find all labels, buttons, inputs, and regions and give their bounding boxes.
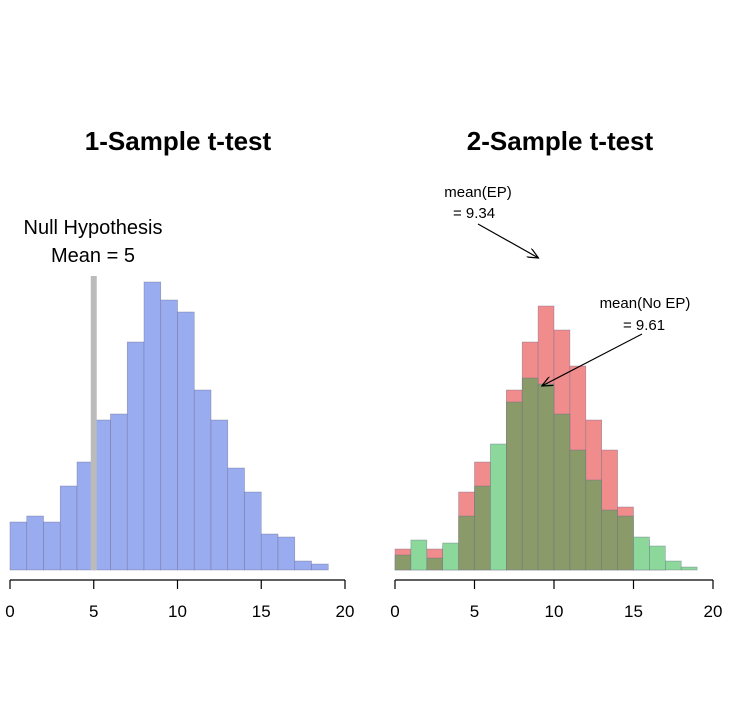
x-tick-label: 10 [545, 602, 564, 621]
histogram-bar [227, 467, 245, 571]
null-hypothesis-line [90, 276, 97, 570]
histogram-bar [43, 521, 61, 571]
histogram-bar [59, 485, 78, 571]
x-tick-label: 20 [704, 602, 723, 621]
histogram-bar [193, 389, 212, 571]
histogram-bar [210, 419, 229, 571]
chart-title: 2-Sample t-test [467, 126, 654, 156]
series-2-bar [537, 383, 555, 571]
histogram-bar [110, 413, 128, 571]
x-axis: 0 5 10 15 20 [5, 579, 355, 621]
histogram-bar [260, 533, 279, 571]
x-tick-label: 5 [470, 602, 479, 621]
x-tick-label: 15 [252, 602, 271, 621]
null-hypothesis-label: Null Hypothesis [24, 217, 163, 239]
histogram-bars-series-2 [394, 377, 698, 571]
histogram-bar [143, 281, 162, 571]
series-2-bar [410, 539, 428, 571]
series-2-bar [442, 542, 459, 571]
series-2-bar [569, 449, 587, 571]
chart-title: 1-Sample t-test [85, 126, 272, 156]
series-2-bar [585, 479, 602, 571]
histogram-bar [126, 341, 145, 571]
x-tick-label: 5 [89, 602, 98, 621]
series-2-bar [680, 566, 698, 571]
x-tick-label: 0 [390, 602, 399, 621]
x-axis: 0 5 10 15 20 [390, 579, 723, 621]
series-2-bar [649, 545, 666, 571]
histogram-bar [277, 536, 296, 571]
histogram-bars [9, 281, 329, 571]
histogram-bar [26, 515, 44, 571]
mean-noep-label: mean(No EP) [600, 295, 691, 312]
series-2-bar [490, 443, 507, 571]
series-2-bar [553, 413, 571, 571]
histogram-bar [244, 491, 262, 571]
null-hypothesis-mean-label: Mean = 5 [51, 245, 135, 267]
panel-one-sample: 1-Sample t-test Null Hypothesis Mean = 5… [5, 126, 354, 621]
mean-noep-arrow [542, 333, 643, 386]
series-2-bar [521, 377, 539, 571]
series-2-bar [633, 536, 650, 571]
series-2-bar [474, 485, 491, 571]
histogram-bar [311, 563, 329, 571]
histogram-bar [9, 521, 28, 571]
panel-two-sample: 2-Sample t-test mean(EP) = 9.34 mean(No … [390, 126, 722, 621]
mean-noep-value: = 9.61 [623, 317, 665, 334]
histogram-bar [160, 299, 178, 571]
x-tick-label: 10 [168, 602, 187, 621]
histogram-bar [177, 311, 195, 571]
histogram-bar [294, 560, 312, 571]
x-tick-label: 20 [336, 602, 355, 621]
mean-ep-value: = 9.34 [453, 205, 495, 222]
series-2-bar [426, 557, 443, 571]
series-2-bar [505, 401, 523, 571]
series-2-bar [617, 515, 634, 571]
series-2-bar [458, 515, 475, 571]
mean-ep-label: mean(EP) [444, 184, 512, 201]
mean-ep-arrow [477, 223, 539, 258]
x-tick-label: 15 [624, 602, 643, 621]
series-2-bar [601, 509, 618, 571]
series-2-bar [664, 560, 682, 571]
x-tick-label: 0 [5, 602, 14, 621]
series-2-bar [394, 554, 412, 571]
